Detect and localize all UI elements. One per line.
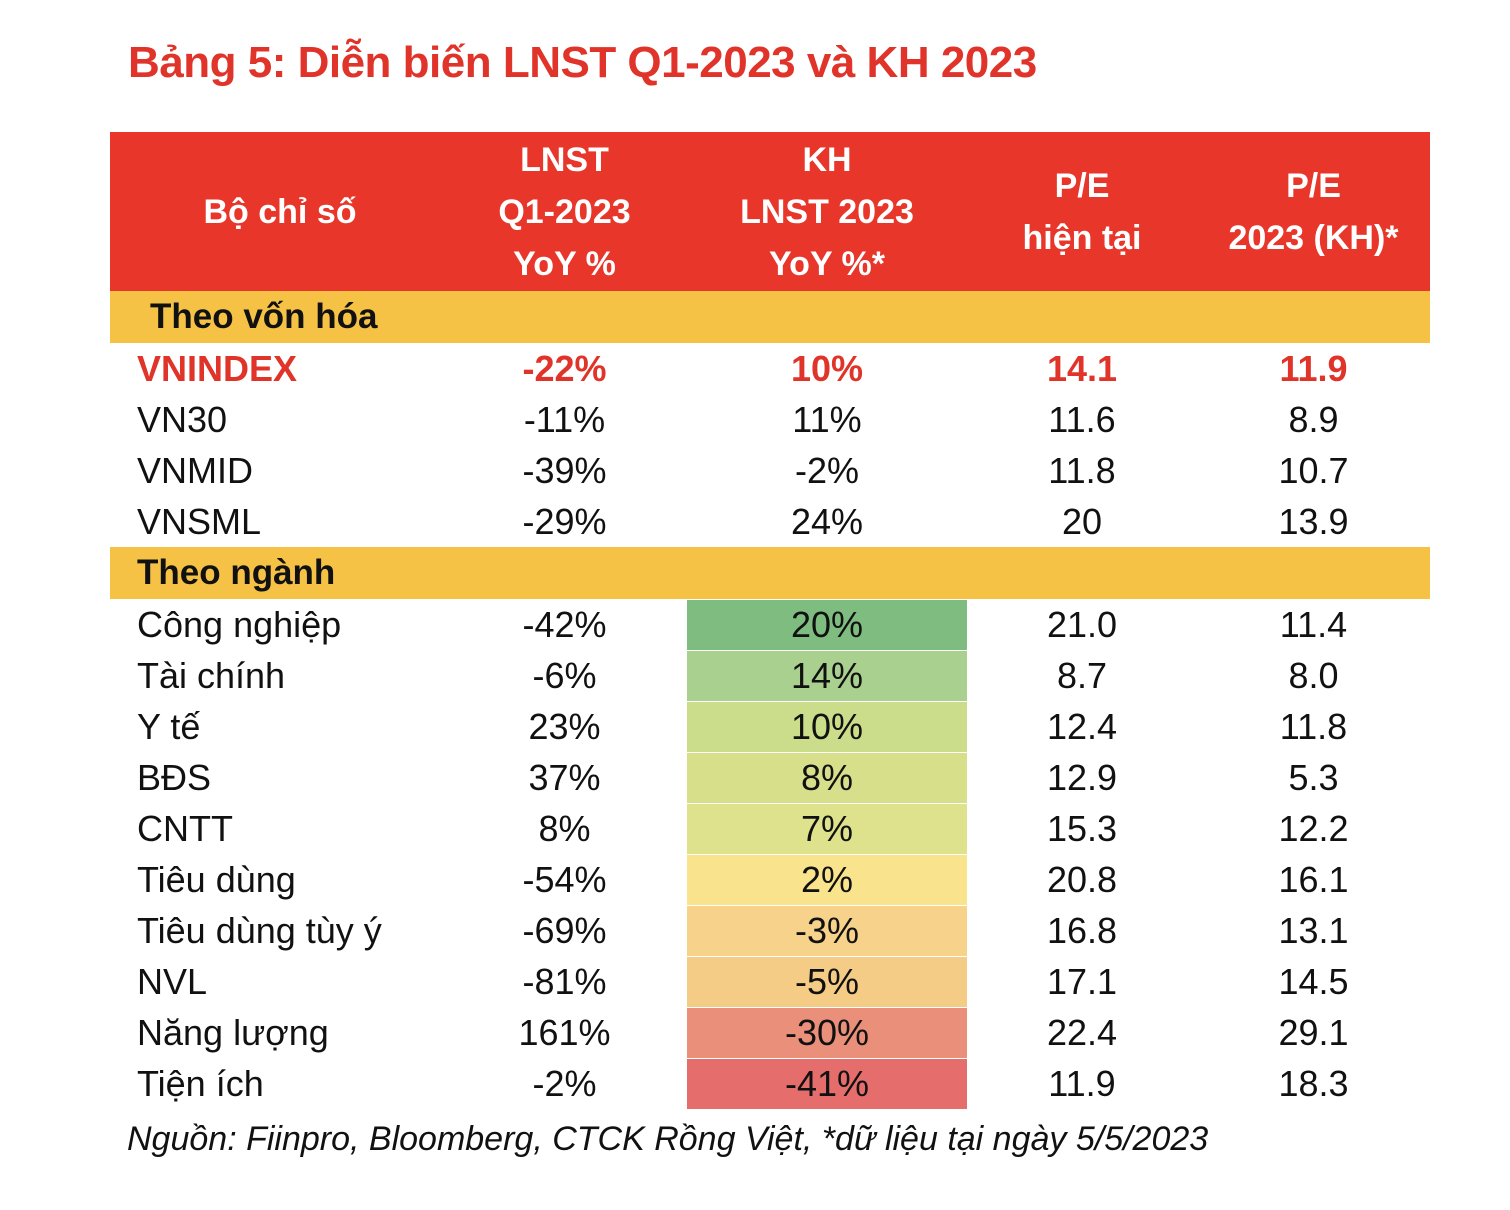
table-row: NVL -81% -5% 17.1 14.5 [110, 956, 1430, 1007]
header-plan-yoy: KH LNST 2023 YoY %* [740, 140, 914, 283]
row-plan-yoy: 14% [687, 650, 967, 701]
row-name: Công nghiệp [137, 603, 342, 645]
row-q1-yoy: -11% [523, 398, 606, 440]
row-q1-yoy: -22% [522, 347, 607, 389]
row-q1-yoy: -29% [522, 500, 607, 542]
row-q1-yoy: 23% [528, 705, 601, 747]
table-row: Công nghiệp -42% 20% 21.0 11.4 [110, 599, 1430, 650]
row-name: VNSML [137, 500, 262, 542]
table-row: Tiện ích -2% -41% 11.9 18.3 [110, 1058, 1430, 1109]
row-name: VNMID [137, 449, 253, 491]
row-q1-yoy: -42% [522, 603, 607, 645]
row-pe-current: 20 [1061, 500, 1103, 542]
pe-table: Bộ chỉ số LNST Q1-2023 YoY % KH LNST 202… [110, 132, 1430, 1109]
row-pe-2023: 8.9 [1288, 398, 1339, 440]
row-name: Tiện ích [137, 1062, 264, 1104]
row-name: VN30 [137, 398, 228, 440]
row-name: CNTT [137, 807, 233, 849]
row-q1-yoy: -54% [522, 858, 607, 900]
row-q1-yoy: -6% [532, 654, 597, 696]
row-plan-yoy: -3% [687, 905, 967, 956]
section-market-cap: Theo vốn hóa [110, 291, 1430, 343]
row-q1-yoy: -2% [532, 1062, 597, 1104]
row-plan-yoy: -30% [687, 1007, 967, 1058]
row-plan-yoy: 24% [790, 500, 864, 542]
section-market-cap-rows: VNINDEX -22% 10% 14.1 11.9 VN30 -11% 11% 11.6 8.9… [110, 343, 1430, 547]
row-pe-current: 20.8 [1046, 858, 1118, 900]
row-plan-yoy: 10% [687, 701, 967, 752]
row-pe-2023: 29.1 [1278, 1011, 1349, 1053]
row-q1-yoy: 161% [518, 1011, 611, 1053]
row-plan-yoy: 2% [687, 854, 967, 905]
row-q1-yoy: 37% [528, 756, 601, 798]
table-row: VNMID -39% -2% 11.8 10.7 [110, 445, 1430, 496]
table-row: CNTT 8% 7% 15.3 12.2 [110, 803, 1430, 854]
row-q1-yoy: -69% [522, 909, 607, 951]
table-row: VNINDEX -22% 10% 14.1 11.9 [110, 343, 1430, 394]
row-pe-current: 14.1 [1046, 347, 1118, 389]
source-note: Nguồn: Fiinpro, Bloomberg, CTCK Rồng Việ… [127, 1120, 1209, 1158]
table-header: Bộ chỉ số LNST Q1-2023 YoY % KH LNST 202… [110, 132, 1430, 291]
row-name: Y tế [137, 705, 201, 747]
row-name: NVL [137, 960, 208, 1002]
row-plan-yoy: -2% [794, 449, 860, 491]
header-pe-current: P/E hiện tại [1022, 166, 1142, 257]
header-q1-yoy: LNST Q1-2023 YoY % [498, 140, 631, 283]
row-pe-current: 11.9 [1048, 1062, 1116, 1104]
row-pe-2023: 10.7 [1278, 449, 1349, 491]
row-pe-2023: 13.9 [1278, 500, 1349, 542]
row-pe-current: 11.6 [1048, 398, 1116, 440]
row-pe-2023: 14.5 [1278, 960, 1349, 1002]
row-pe-2023: 13.1 [1278, 909, 1349, 951]
row-pe-current: 12.4 [1046, 705, 1118, 747]
table-row: VN30 -11% 11% 11.6 8.9 [110, 394, 1430, 445]
table-title: Bảng 5: Diễn biến LNST Q1-2023 và KH 202… [128, 38, 1037, 87]
row-plan-yoy: 11% [792, 398, 862, 440]
row-pe-2023: 18.3 [1278, 1062, 1349, 1104]
row-pe-current: 12.9 [1046, 756, 1118, 798]
row-pe-2023: 11.4 [1279, 603, 1348, 645]
header-pe-2023: P/E 2023 (KH)* [1228, 166, 1399, 257]
row-pe-2023: 12.2 [1278, 807, 1349, 849]
row-pe-current: 21.0 [1046, 603, 1118, 645]
row-q1-yoy: -39% [522, 449, 607, 491]
row-pe-2023: 8.0 [1288, 654, 1339, 696]
table-row: Tiêu dùng tùy ý -69% -3% 16.8 13.1 [110, 905, 1430, 956]
row-pe-2023: 11.9 [1279, 347, 1348, 389]
row-name: BĐS [137, 756, 212, 798]
row-plan-yoy: 7% [687, 803, 967, 854]
row-pe-current: 17.1 [1046, 960, 1118, 1002]
table-row: Y tế 23% 10% 12.4 11.8 [110, 701, 1430, 752]
row-pe-2023: 11.8 [1279, 705, 1348, 747]
table-row: Năng lượng 161% -30% 22.4 29.1 [110, 1007, 1430, 1058]
row-plan-yoy: 20% [687, 599, 967, 650]
row-plan-yoy: -41% [687, 1058, 967, 1109]
row-plan-yoy: -5% [687, 956, 967, 1007]
row-q1-yoy: 8% [538, 807, 591, 849]
row-pe-2023: 5.3 [1288, 756, 1339, 798]
header-index: Bộ chỉ số [203, 192, 357, 231]
row-pe-current: 16.8 [1046, 909, 1118, 951]
row-pe-current: 8.7 [1056, 654, 1108, 696]
row-name: VNINDEX [137, 347, 298, 389]
row-pe-current: 22.4 [1046, 1011, 1118, 1053]
section-sector-rows: Công nghiệp -42% 20% 21.0 11.4 Tài chính -6% 14… [110, 599, 1430, 1109]
row-plan-yoy: 8% [687, 752, 967, 803]
row-name: Tài chính [137, 654, 286, 696]
row-pe-current: 11.8 [1048, 449, 1116, 491]
row-plan-yoy: 10% [790, 347, 864, 389]
row-pe-current: 15.3 [1046, 807, 1118, 849]
table-row: VNSML -29% 24% 20 13.9 [110, 496, 1430, 547]
table-row: Tài chính -6% 14% 8.7 8.0 [110, 650, 1430, 701]
section-sector: Theo ngành [110, 547, 1430, 599]
table-row: Tiêu dùng -54% 2% 20.8 16.1 [110, 854, 1430, 905]
table-row: BĐS 37% 8% 12.9 5.3 [110, 752, 1430, 803]
row-name: Tiêu dùng tùy ý [137, 909, 382, 951]
row-name: Năng lượng [137, 1011, 329, 1053]
row-pe-2023: 16.1 [1278, 858, 1349, 900]
row-q1-yoy: -81% [522, 960, 607, 1002]
row-name: Tiêu dùng [137, 858, 296, 900]
